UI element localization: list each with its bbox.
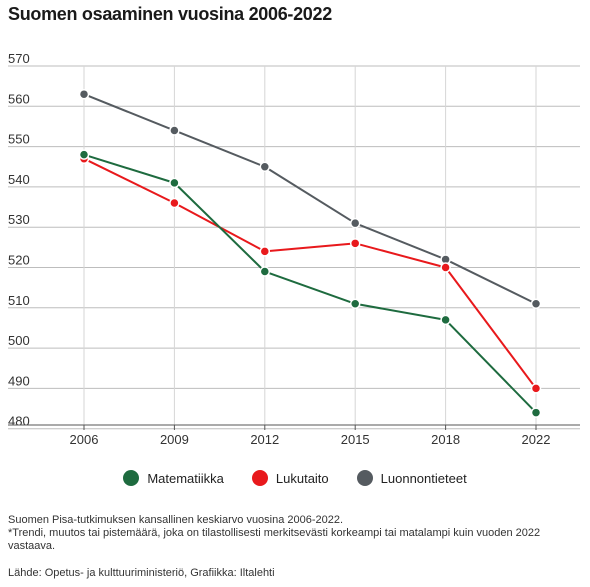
- y-tick-label: 560: [8, 91, 30, 106]
- x-tick-label: 2012: [250, 432, 279, 447]
- data-point-luonnontieteet-2009: [169, 125, 180, 136]
- x-tick-label: 2018: [431, 432, 460, 447]
- y-tick-label: 480: [8, 414, 30, 429]
- y-tick-label: 540: [8, 172, 30, 187]
- data-point-lukutaito-2012: [259, 246, 271, 257]
- legend-item-matematiikka: Matematiikka: [123, 470, 224, 486]
- data-point-matematiikka-2018: [440, 314, 451, 326]
- data-point-matematiikka-2015: [349, 298, 361, 310]
- series-line-matematiikka: [83, 153, 537, 414]
- data-point-luonnontieteet-2006: [78, 88, 90, 100]
- y-tick-label: 520: [8, 253, 30, 268]
- y-tick-label: 530: [8, 212, 30, 227]
- x-tick-label: 2015: [341, 432, 370, 447]
- data-point-luonnontieteet-2012: [259, 161, 271, 172]
- data-point-luonnontieteet-2015: [349, 217, 361, 229]
- legend-swatch-luonnontieteet: [356, 470, 373, 486]
- y-tick-label: 550: [8, 132, 30, 147]
- data-point-matematiikka-2006: [78, 149, 90, 160]
- data-point-lukutaito-2009: [169, 197, 180, 209]
- series-line-lukutaito: [83, 157, 537, 389]
- legend-item-lukutaito: Lukutaito: [251, 470, 329, 486]
- line-chart: 570 560 550 540 530 520 510 500 490 480 2006 2009 20…: [8, 51, 580, 447]
- legend-label-lukutaito: Lukutaito: [275, 470, 329, 486]
- y-tick-label: 500: [8, 333, 30, 348]
- data-point-matematiikka-2009: [169, 177, 180, 189]
- data-point-lukutaito-2018: [440, 262, 451, 273]
- footer-source: Lähde: Opetus- ja kulttuuriministeriö, G…: [8, 567, 275, 579]
- y-tick-label: 510: [8, 293, 30, 308]
- legend-label-matematiikka: Matematiikka: [147, 470, 224, 486]
- data-point-matematiikka-2022: [530, 407, 542, 418]
- series-line-luonnontieteet: [83, 93, 537, 305]
- data-point-lukutaito-2015: [349, 238, 361, 249]
- data-point-matematiikka-2012: [259, 266, 271, 277]
- y-tick-label: 490: [8, 373, 30, 388]
- x-tick-label: 2022: [522, 432, 551, 447]
- data-point-lukutaito-2022: [530, 383, 542, 394]
- legend-swatch-lukutaito: [251, 470, 268, 486]
- y-tick-label: 570: [8, 51, 30, 66]
- legend: Matematiikka Lukutaito Luonnontieteet: [0, 470, 590, 486]
- chart-title: Suomen osaaminen vuosina 2006-2022: [8, 4, 332, 24]
- footer-note: Suomen Pisa-tutkimuksen kansallinen kesk…: [8, 514, 344, 526]
- legend-label-luonnontieteet: Luonnontieteet: [380, 470, 467, 486]
- x-tick-label: 2006: [70, 432, 99, 447]
- legend-item-luonnontieteet: Luonnontieteet: [356, 470, 467, 486]
- legend-swatch-matematiikka: [123, 470, 140, 486]
- data-point-luonnontieteet-2022: [530, 298, 542, 310]
- footer-trend-note: *Trendi, muutos tai pistemäärä, joka on …: [8, 527, 541, 552]
- x-tick-label: 2009: [160, 432, 189, 447]
